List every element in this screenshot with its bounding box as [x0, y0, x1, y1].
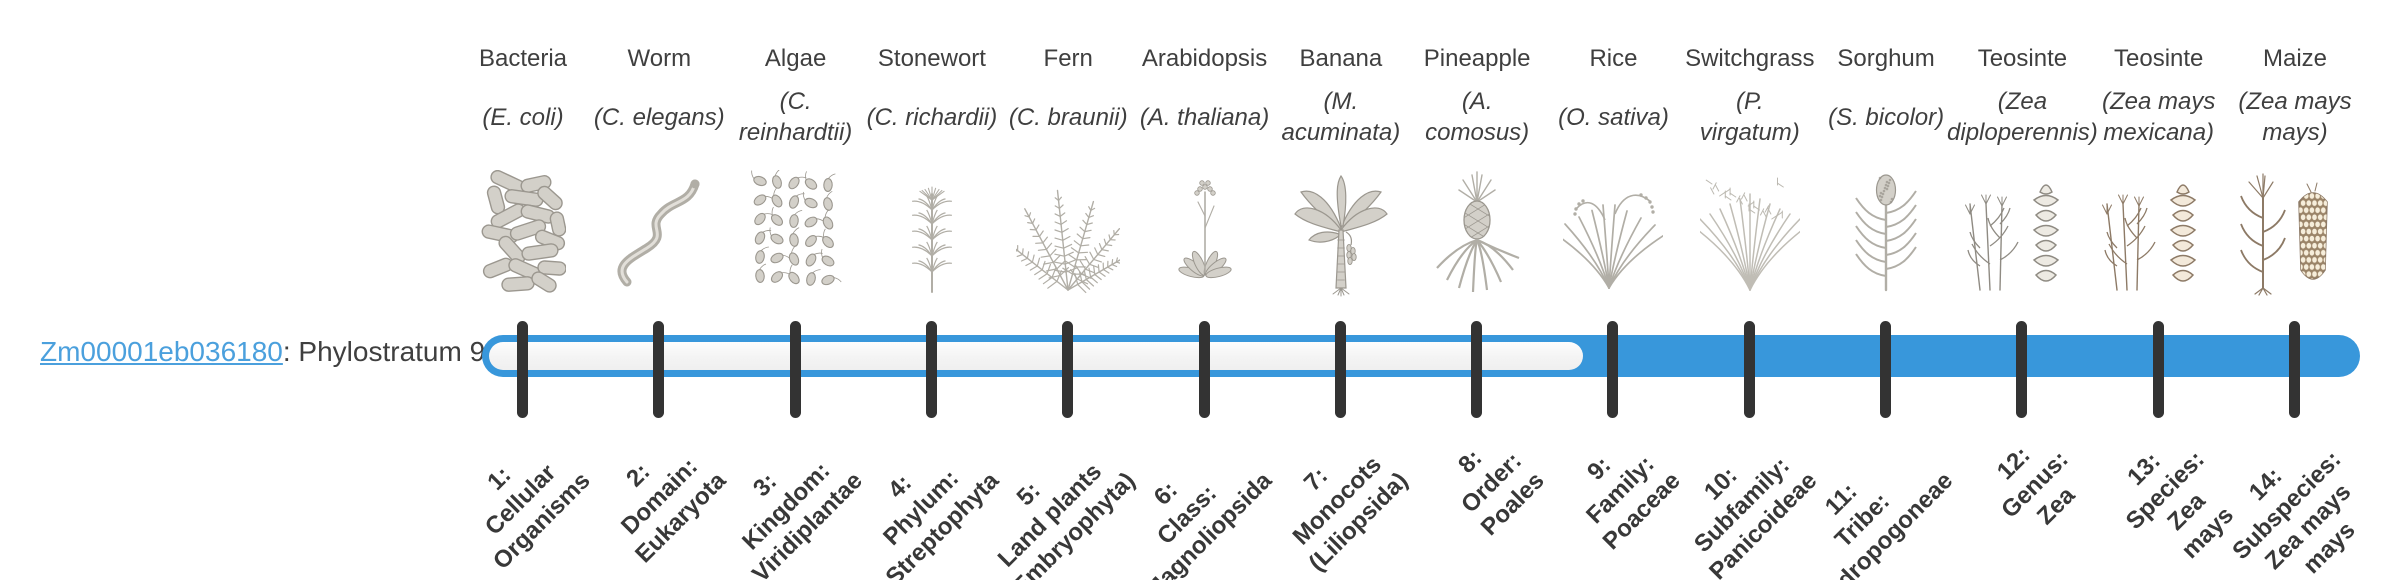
organism-common-name: Algae: [764, 45, 827, 72]
phylostratum-column: Switchgrass (P. virgatum) 10: Subfamily:…: [1682, 0, 1822, 580]
organism-illustration: [581, 165, 737, 301]
phylostratum-tick: [1607, 321, 1619, 418]
organism-scientific-name: (S. bicolor): [1828, 103, 1945, 131]
worm-icon: [617, 179, 700, 287]
phylostratum-tick: [517, 321, 528, 418]
organism-scientific-name: (A. comosus): [1425, 88, 1530, 146]
phylostratum-label: 9: Family: Poaceae: [1581, 450, 1686, 556]
organism-common-name: Rice: [1589, 45, 1638, 72]
organism-illustration: [2217, 165, 2373, 301]
organism-illustration: [1263, 165, 1419, 301]
organism-scientific-name: (E. coli): [482, 103, 564, 131]
phylostratum-column: Sorghum (S. bicolor) 11: Tribe: Andropog…: [1809, 0, 1958, 580]
organism-illustration: [445, 165, 601, 301]
switchgrass-icon: [1699, 177, 1800, 291]
pineapple-icon: [1436, 171, 1520, 293]
phylostratum-column: Pineapple (A. comosus) 8: Order: Poales: [1409, 0, 1550, 580]
organism-illustration: [854, 165, 1010, 301]
phylostratum-tick: [1062, 321, 1074, 418]
teosinte-icon: [1965, 184, 2060, 291]
organism-scientific-name: (C. elegans): [593, 103, 725, 131]
organism-illustration: [1808, 165, 1964, 301]
phylostratum-label: 7: Monocots (Liliopsida): [1287, 451, 1414, 577]
bacteria-icon: [481, 170, 566, 293]
phylostratum-tick: [1743, 321, 1755, 418]
phylostratum-column: Rice (O. sativa) 9: Family: Poaceae: [1545, 0, 1686, 580]
organism-illustration: [990, 165, 1146, 301]
gene-id-link[interactable]: Zm00001eb036180: [40, 336, 283, 367]
banana-icon: [1294, 174, 1388, 297]
organism-common-name: Teosinte: [2114, 45, 2204, 72]
organism-scientific-name: (O. sativa): [1558, 103, 1669, 131]
organism-common-name: Fern: [1043, 45, 1093, 72]
organism-scientific-name: (Zea diploperennis): [1947, 88, 2098, 146]
organism-scientific-name: (C. richardii): [866, 103, 998, 131]
phylostratum-label: 1: Cellular Organisms: [479, 459, 596, 575]
organism-scientific-name: (Zea mays mays): [2238, 88, 2352, 146]
algae-icon: [750, 170, 842, 286]
organism-common-name: Bacteria: [478, 45, 568, 72]
phylostratum-column: Stonewort (C. richardii) 4: Phylum: Stre…: [864, 0, 1005, 580]
organism-common-name: Teosinte: [1977, 45, 2068, 72]
phylostratum-tick: [925, 321, 937, 418]
organism-common-name: Sorghum: [1837, 45, 1935, 72]
phylostratum-column: Worm (C. elegans) 2: Domain: Eukaryota: [591, 0, 732, 580]
rice-icon: [1563, 193, 1664, 289]
organism-scientific-name: (P. virgatum): [1699, 88, 1800, 146]
stonewort-icon: [911, 186, 952, 293]
phylostratum-tick: [2016, 321, 2028, 418]
phylostratum-label: 14: Subspecies: Zea mays mays: [2226, 445, 2361, 580]
organism-illustration: [1944, 165, 2100, 301]
organism-illustration: [1535, 165, 1691, 301]
organism-common-name: Switchgrass: [1685, 45, 1815, 72]
phylostratum-tick: [1880, 321, 1892, 418]
phylostratum-tick: [1334, 321, 1346, 418]
phylostratum-column: Bacteria (E. coli) 1: Cellular Organisms: [455, 0, 595, 580]
phylostratum-column: Teosinte (Zea diploperennis) 12: Genus: …: [1947, 0, 2098, 580]
organism-illustration: [2081, 165, 2237, 301]
organism-common-name: Worm: [627, 45, 692, 72]
gene-label: Zm00001eb036180: Phylostratum 9: [40, 336, 485, 368]
fern-icon: [1016, 189, 1121, 294]
phylostratum-tick: [1471, 321, 1483, 418]
organism-scientific-name: (C. reinhardtii): [738, 88, 853, 146]
phylostratum-tick: [2289, 321, 2301, 418]
organism-common-name: Arabidopsis: [1141, 45, 1268, 72]
phylostratum-column: Fern (C. braunii) 5: Land plants (Embryo…: [993, 0, 1141, 580]
organism-illustration: [1672, 165, 1828, 301]
phylostratum-label: 8: Order: Poales: [1452, 444, 1550, 541]
organism-scientific-name: (M. acuminata): [1281, 88, 1401, 146]
organism-common-name: Stonewort: [877, 45, 986, 72]
phylostratum-label: 2: Domain: Eukaryota: [616, 453, 732, 569]
organism-common-name: Banana: [1299, 45, 1383, 72]
organism-illustration: [1399, 165, 1555, 301]
organism-common-name: Pineapple: [1423, 45, 1531, 72]
phylostratum-column: Banana (M. acuminata) 7: Monocots (Lilio…: [1273, 0, 1413, 580]
phylostratum-tick: [2152, 321, 2164, 418]
organism-scientific-name: (Zea mays mexicana): [2102, 88, 2216, 146]
phylostratum-bar-unfilled: [489, 342, 1584, 370]
maize-icon: [2240, 173, 2328, 296]
organism-scientific-name: (A. thaliana): [1139, 103, 1270, 131]
phylostratum-column: Algae (C. reinhardtii) 3: Kingdom: Virid…: [728, 0, 868, 580]
phylostratum-tick: [653, 321, 665, 418]
teosinte2-icon: [2101, 184, 2196, 291]
gene-phylostratum-text: : Phylostratum 9: [282, 336, 486, 367]
phylostratum-label: 3: Kingdom: Viridiplantae: [737, 457, 868, 580]
phylostratum-column: Teosinte (Zea mays mexicana) 13: Species…: [2091, 0, 2239, 580]
organism-illustration: [718, 165, 874, 301]
phylostratum-tick: [789, 321, 801, 418]
phylostratum-label: 12: Genus: Zea: [1991, 441, 2081, 531]
organism-common-name: Maize: [2263, 45, 2328, 72]
organism-scientific-name: (C. braunii): [1008, 103, 1128, 131]
arabidopsis-icon: [1177, 180, 1232, 279]
phylostratum-column: Maize (Zea mays mays) 14: Subspecies: Ze…: [2227, 0, 2363, 580]
phylostratum-column: Arabidopsis (A. thaliana) 6: Class: Magn…: [1137, 0, 1277, 580]
sorghum-icon: [1855, 174, 1917, 292]
phylostratum-tick: [1198, 321, 1210, 418]
organism-illustration: [1127, 165, 1283, 301]
